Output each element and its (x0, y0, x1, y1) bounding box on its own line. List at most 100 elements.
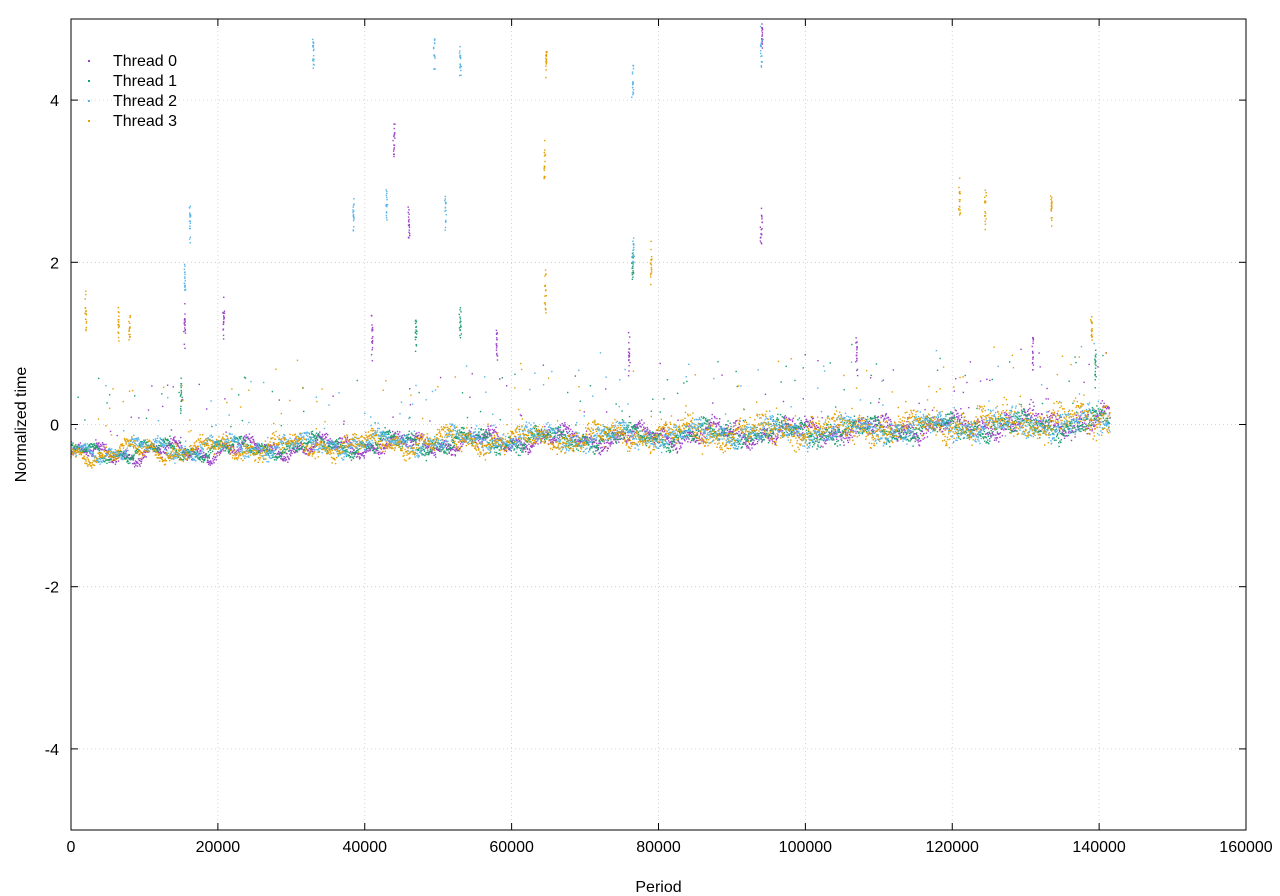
data-point (651, 432, 654, 435)
data-point (649, 433, 651, 436)
data-point (524, 446, 526, 448)
data-point (400, 436, 402, 438)
data-point (702, 440, 704, 442)
data-point (844, 437, 846, 440)
data-point (522, 443, 525, 446)
data-point (548, 439, 550, 441)
data-point (110, 458, 112, 461)
data-point (200, 456, 203, 458)
data-point (864, 422, 866, 425)
data-point (339, 437, 341, 440)
outlier-point (760, 207, 763, 210)
data-point (1088, 419, 1091, 421)
data-point (851, 436, 853, 439)
data-point (922, 424, 925, 427)
data-point (373, 446, 375, 448)
data-point (350, 452, 352, 454)
data-point (562, 424, 565, 427)
data-point (773, 437, 775, 440)
data-point (479, 410, 482, 413)
data-point (663, 427, 665, 429)
data-point (449, 443, 451, 446)
data-point (621, 419, 624, 421)
data-point (198, 383, 200, 386)
data-point (539, 434, 541, 436)
data-point (961, 423, 963, 425)
data-point (929, 425, 932, 427)
data-point (592, 451, 594, 453)
data-point (161, 456, 163, 458)
data-point (830, 433, 833, 435)
data-point (279, 451, 281, 454)
data-point (1019, 425, 1021, 427)
data-point (136, 465, 139, 467)
data-point (212, 455, 215, 458)
data-point (690, 435, 692, 437)
data-point (485, 435, 487, 438)
data-point (492, 444, 495, 447)
data-point (625, 426, 627, 429)
data-point (501, 439, 503, 442)
data-point (172, 437, 175, 439)
data-point (1037, 413, 1040, 415)
data-point (633, 427, 636, 430)
data-point (775, 435, 777, 438)
data-point (434, 453, 437, 456)
data-point (303, 448, 306, 451)
data-point (898, 429, 901, 432)
data-point (368, 448, 371, 450)
data-point (75, 447, 78, 450)
data-point (273, 459, 276, 461)
data-point (488, 435, 491, 437)
outlier-point (496, 345, 498, 347)
data-point (288, 458, 290, 461)
data-point (838, 428, 840, 431)
data-point (1068, 427, 1071, 430)
data-point (432, 452, 434, 454)
data-point (283, 457, 286, 460)
data-point (220, 450, 223, 452)
data-point (500, 447, 502, 449)
data-point (279, 455, 281, 457)
data-point (1040, 420, 1042, 422)
data-point (864, 421, 867, 423)
data-point (342, 447, 344, 450)
data-point (640, 426, 642, 428)
data-point (135, 451, 137, 454)
data-point (708, 422, 710, 424)
data-point (1026, 418, 1028, 421)
data-point (206, 457, 209, 459)
data-point (560, 433, 563, 435)
data-point (884, 415, 887, 417)
data-point (196, 450, 199, 452)
data-point (640, 419, 643, 421)
data-point (765, 429, 767, 432)
data-point (722, 434, 725, 436)
data-point (540, 428, 543, 430)
data-point (695, 439, 698, 442)
data-point (705, 427, 708, 430)
data-point (100, 443, 102, 446)
data-point (447, 445, 449, 448)
data-point (398, 443, 400, 446)
data-point (376, 446, 379, 448)
data-point (312, 446, 315, 449)
outlier-point (409, 233, 411, 235)
data-point (894, 431, 896, 434)
data-point (611, 440, 613, 443)
data-point (782, 423, 784, 425)
data-point (870, 374, 872, 377)
outlier-point (223, 316, 225, 318)
data-point (1033, 415, 1036, 417)
data-point (900, 435, 902, 437)
data-point (859, 426, 861, 429)
data-point (179, 441, 182, 444)
data-point (89, 445, 91, 447)
data-point (207, 460, 209, 462)
data-point (889, 424, 891, 427)
data-point (715, 431, 717, 433)
data-point (998, 433, 1001, 435)
data-point (318, 434, 320, 437)
data-point (780, 381, 782, 383)
data-point (151, 385, 153, 387)
